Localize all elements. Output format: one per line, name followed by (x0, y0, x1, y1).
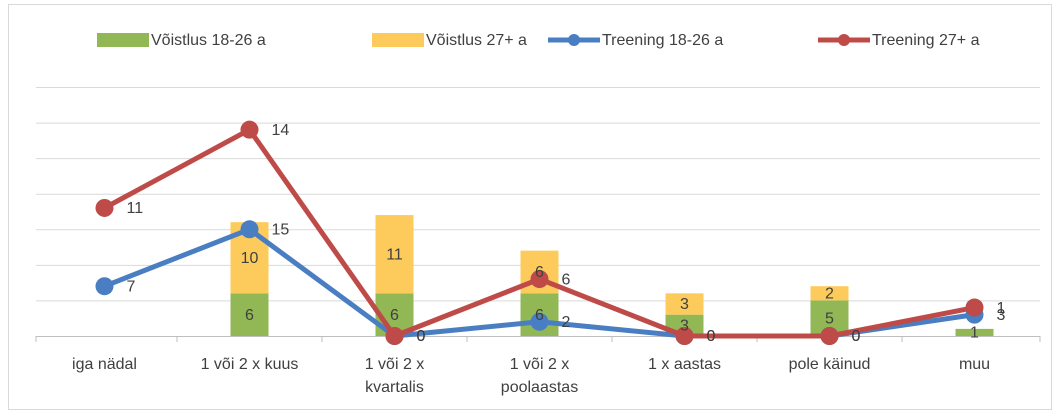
data-label: 3 (997, 307, 1006, 324)
data-label: 6 (562, 271, 571, 288)
x-tick-label: pole käinud (789, 356, 871, 373)
data-label: 2 (825, 286, 834, 303)
legend-label: Treening 27+ a (872, 32, 980, 49)
line-marker (530, 270, 549, 289)
x-tick-label: muu (959, 356, 990, 373)
line-marker (820, 327, 839, 345)
data-label: 6 (535, 264, 544, 281)
bar (955, 328, 994, 336)
line-marker (675, 327, 694, 345)
x-tick-label: 1 või 2 x kvartalis (365, 356, 425, 396)
bar (665, 293, 704, 315)
line-marker (95, 277, 114, 296)
legend-label: Võistlus 27+ a (426, 32, 527, 49)
bar (230, 293, 269, 336)
data-label: 5 (825, 310, 834, 327)
data-label: 6 (245, 307, 254, 324)
data-label: 14 (272, 122, 290, 139)
data-label: 11 (386, 246, 403, 263)
legend-label: Treening 18-26 a (602, 32, 723, 49)
bar (375, 215, 414, 294)
line-marker (965, 298, 984, 317)
legend-swatch (97, 33, 149, 47)
data-label: 7 (127, 278, 136, 295)
line-marker (240, 120, 259, 139)
line-marker (385, 327, 404, 345)
data-label: 0 (417, 328, 426, 345)
data-label: 1 (997, 300, 1006, 317)
x-tick-label: 1 või 2 x poolaastas (501, 356, 578, 396)
data-label: 0 (707, 328, 716, 345)
data-label: 6 (390, 307, 399, 324)
line-marker (240, 220, 259, 239)
line-marker (95, 198, 114, 217)
data-label: 10 (241, 250, 259, 267)
data-label: 3 (680, 296, 689, 313)
x-tick-label: 1 või 2 x kuus (201, 356, 299, 373)
bar (810, 286, 849, 301)
data-label: 0 (852, 328, 861, 345)
data-label: 11 (127, 200, 144, 217)
legend-marker (568, 34, 580, 46)
legend-marker (838, 34, 850, 46)
x-tick-label: iga nädal (72, 356, 137, 373)
data-label: 0 (417, 328, 426, 345)
x-tick-label: 1 x aastas (648, 356, 721, 373)
data-label: 3 (680, 318, 689, 335)
chart-border (8, 4, 1052, 410)
data-label: 15 (272, 222, 290, 239)
data-label: 0 (852, 328, 861, 345)
legend-label: Võistlus 18-26 a (151, 32, 266, 49)
line-marker (530, 312, 549, 331)
data-label: 1 (970, 325, 979, 342)
data-label: 2 (562, 314, 571, 331)
data-label: 0 (707, 328, 716, 345)
data-label: 6 (535, 307, 544, 324)
legend-swatch (372, 33, 424, 47)
